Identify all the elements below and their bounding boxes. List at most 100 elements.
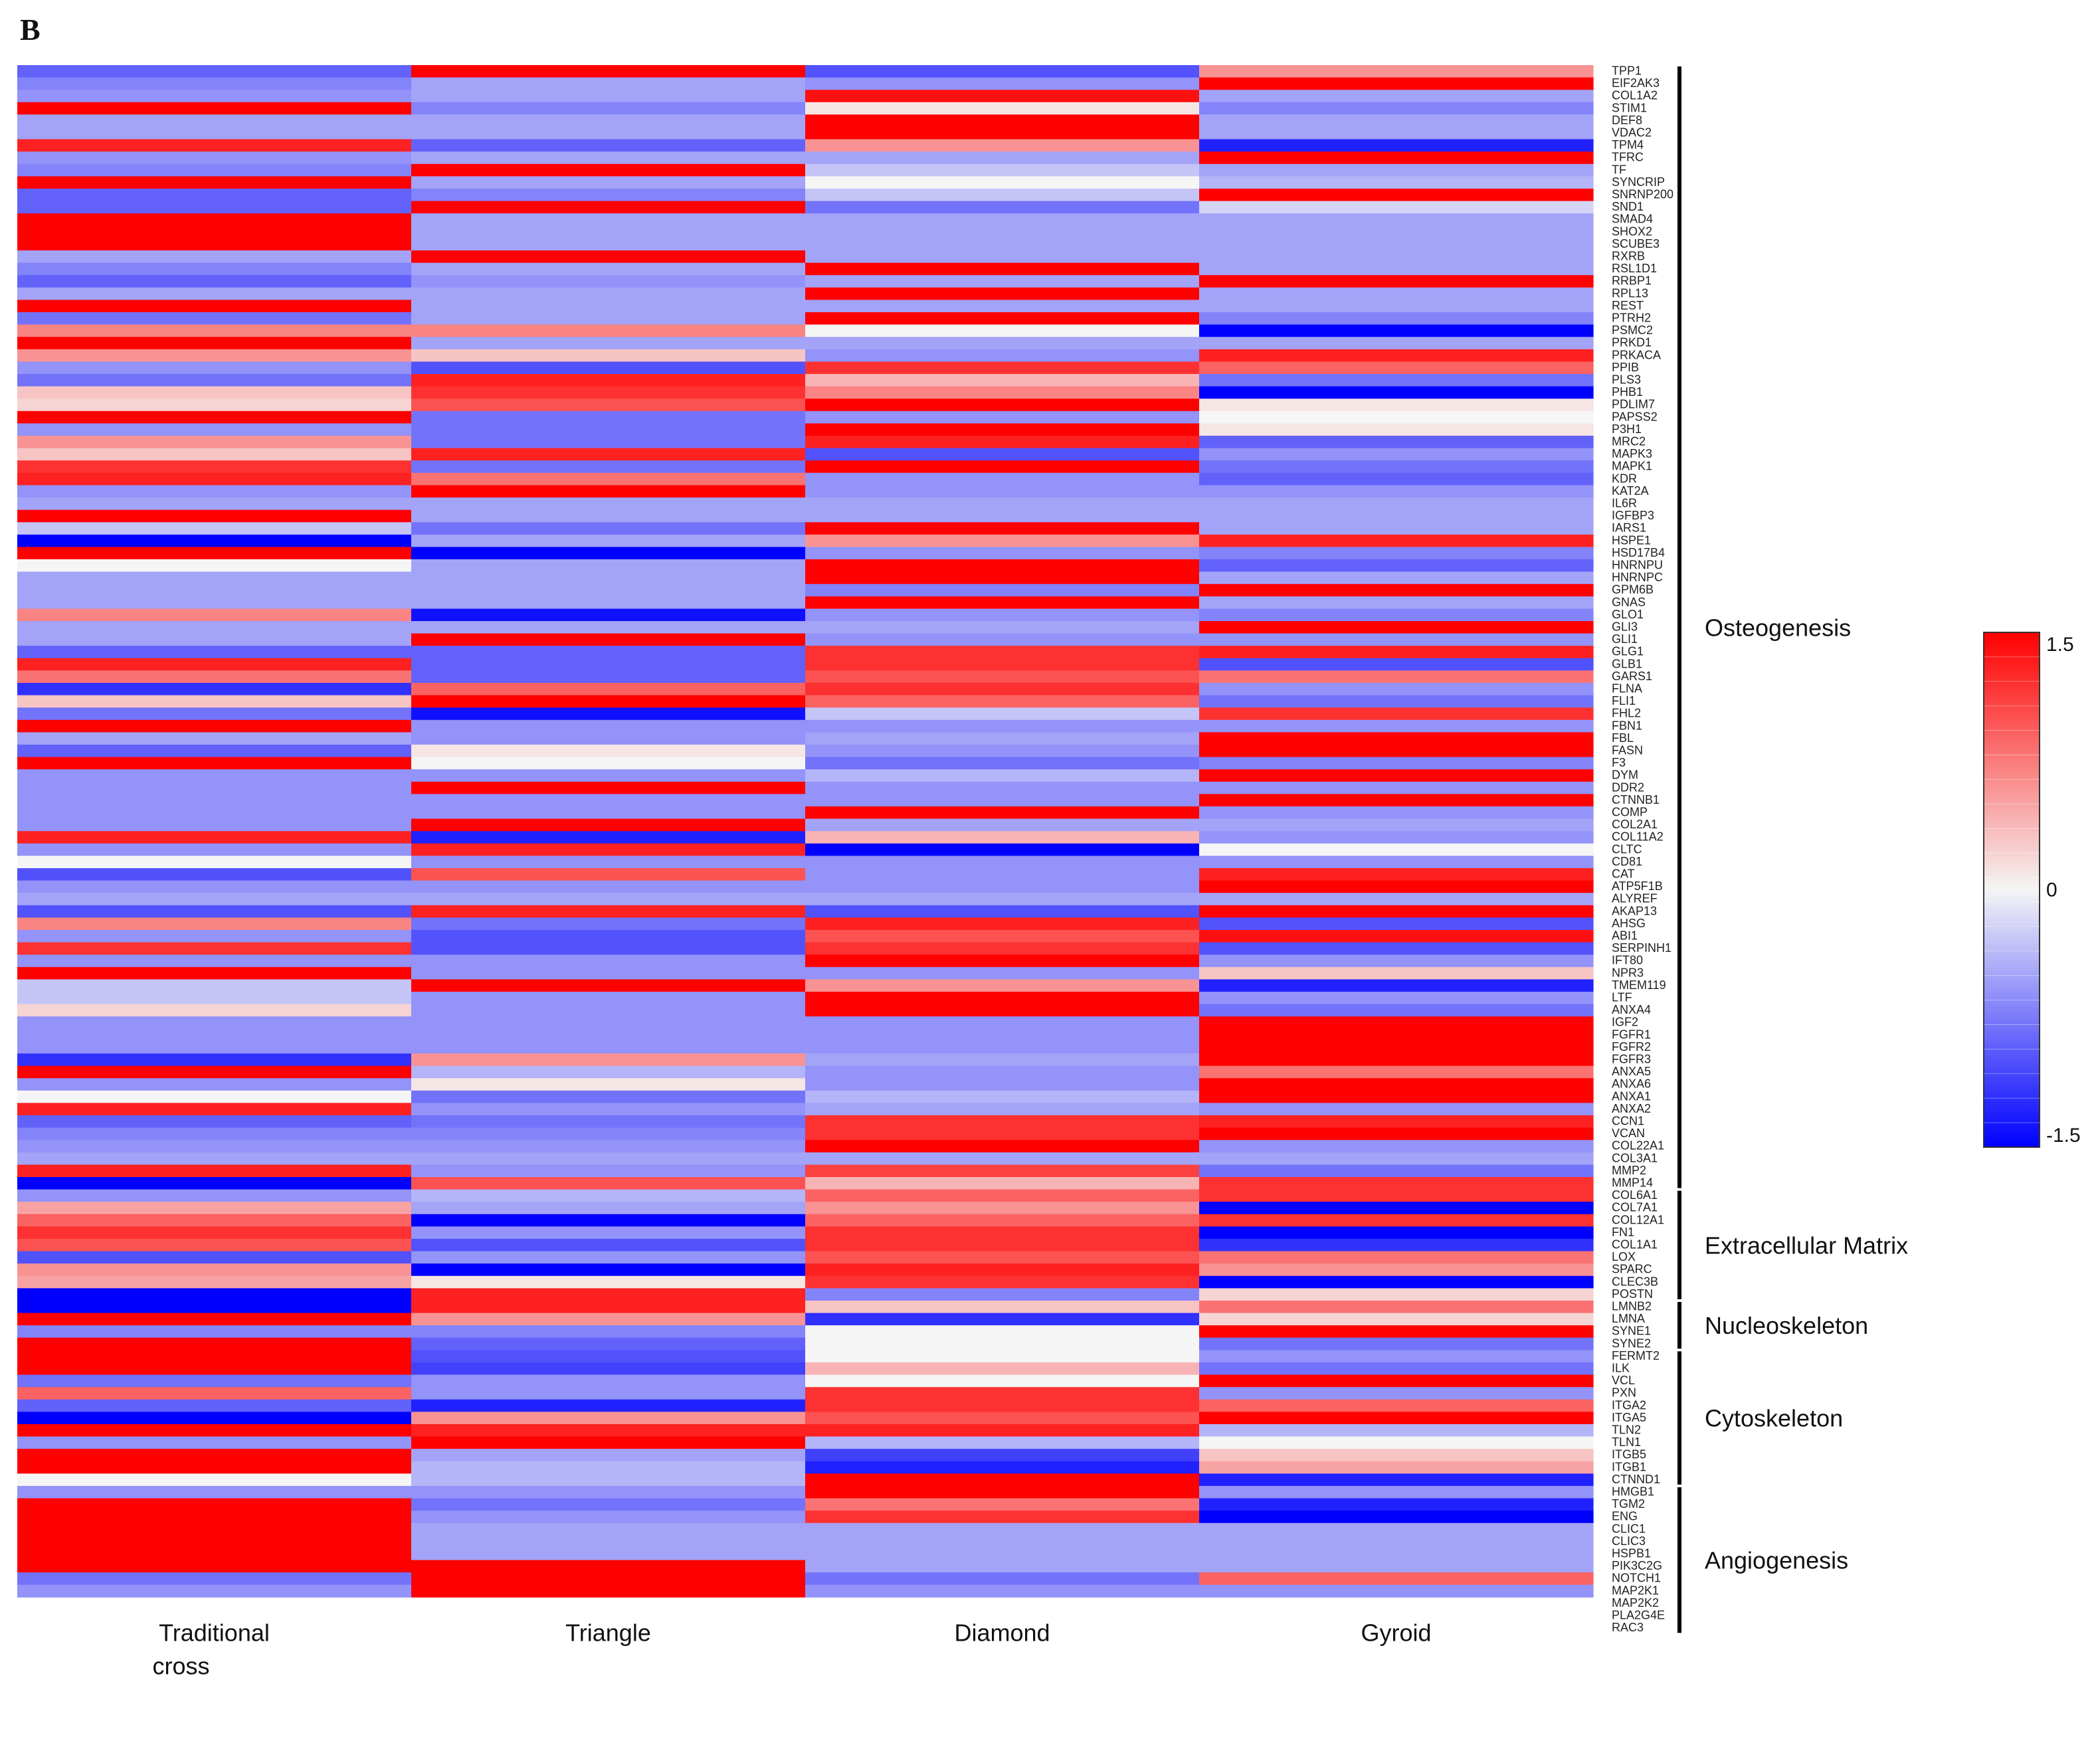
heatmap-cell — [1199, 1510, 1594, 1524]
heatmap-cell — [411, 1016, 806, 1030]
heatmap-cell — [805, 1189, 1200, 1202]
heatmap-cell — [805, 1436, 1200, 1449]
heatmap-cell — [17, 374, 412, 387]
heatmap-cell — [1199, 225, 1594, 238]
heatmap-cell — [1199, 399, 1594, 412]
heatmap-cell — [1199, 608, 1594, 622]
heatmap-cell — [1199, 905, 1594, 918]
heatmap-cell — [17, 955, 412, 968]
heatmap-cell — [1199, 1548, 1594, 1561]
heatmap-cell — [805, 1004, 1200, 1017]
heatmap-cell — [17, 460, 412, 474]
heatmap-cell — [1199, 1535, 1594, 1548]
heatmap-cell — [411, 448, 806, 461]
column-label: Gyroid — [1361, 1619, 1431, 1646]
heatmap-cell — [411, 769, 806, 782]
heatmap-cell — [805, 979, 1200, 992]
heatmap-cell — [411, 1374, 806, 1388]
heatmap-cell — [805, 1053, 1200, 1067]
heatmap-cell — [1199, 1053, 1594, 1067]
heatmap-cell — [17, 90, 412, 103]
color-scale-tick-label: 1.5 — [2046, 634, 2074, 656]
heatmap-cell — [411, 522, 806, 535]
heatmap-cell — [17, 707, 412, 721]
heatmap-cell — [17, 189, 412, 202]
heatmap-cell — [1199, 1486, 1594, 1499]
heatmap-cell — [411, 1189, 806, 1202]
heatmap-cell — [17, 102, 412, 115]
heatmap-cell — [17, 498, 412, 511]
heatmap-cell — [411, 1041, 806, 1054]
heatmap-cell — [17, 806, 412, 820]
gene-label: COL7A1 — [1612, 1201, 1658, 1214]
heatmap-cell — [1199, 1065, 1594, 1079]
heatmap-cell — [805, 856, 1200, 869]
heatmap-cell — [17, 1140, 412, 1153]
heatmap-cell — [17, 1202, 412, 1215]
heatmap-cell — [805, 905, 1200, 918]
gene-label: PDLIM7 — [1612, 398, 1655, 411]
heatmap-cell — [1199, 238, 1594, 251]
heatmap-cell — [17, 213, 412, 227]
heatmap-cell — [411, 930, 806, 943]
heatmap-cell — [411, 1337, 806, 1350]
heatmap-cell — [17, 584, 412, 597]
gene-label: GLG1 — [1612, 645, 1644, 658]
heatmap-cell — [805, 1387, 1200, 1400]
gene-label: LTF — [1612, 991, 1632, 1004]
heatmap-cell — [1199, 275, 1594, 288]
heatmap-cell — [17, 1548, 412, 1561]
gene-label: MMP2 — [1612, 1164, 1646, 1177]
heatmap-cell — [411, 238, 806, 251]
heatmap-cell — [17, 1510, 412, 1524]
gene-label: SYNCRIP — [1612, 175, 1665, 189]
heatmap-cell — [411, 942, 806, 955]
gene-label: MAP2K2 — [1612, 1596, 1659, 1609]
heatmap-cell — [805, 374, 1200, 387]
heatmap-cell — [805, 1473, 1200, 1487]
heatmap-cell — [411, 917, 806, 931]
heatmap-cell — [1199, 856, 1594, 869]
gene-label: CTNNB1 — [1612, 793, 1660, 806]
heatmap-cell — [411, 1313, 806, 1326]
heatmap-cell — [805, 337, 1200, 350]
heatmap-cell — [1199, 1177, 1594, 1190]
heatmap-cell — [411, 114, 806, 128]
heatmap-cell — [17, 1337, 412, 1350]
heatmap-cell — [17, 1177, 412, 1190]
heatmap-cell — [411, 151, 806, 165]
gene-label: CTNND1 — [1612, 1473, 1660, 1486]
heatmap-cell — [805, 1486, 1200, 1499]
heatmap-cell — [1199, 1090, 1594, 1103]
heatmap-cell — [1199, 1041, 1594, 1054]
heatmap-cell — [805, 1548, 1200, 1561]
heatmap-cell — [17, 324, 412, 337]
heatmap-cell — [805, 670, 1200, 684]
heatmap-cell — [1199, 658, 1594, 671]
heatmap-cell — [1199, 250, 1594, 264]
heatmap-cell — [411, 1473, 806, 1487]
heatmap-cell — [411, 1301, 806, 1314]
heatmap-cell — [17, 893, 412, 906]
heatmap-cell — [411, 781, 806, 794]
heatmap-cell — [411, 966, 806, 980]
heatmap-cell — [805, 1115, 1200, 1129]
heatmap-cell — [411, 275, 806, 288]
heatmap-cell — [17, 695, 412, 708]
heatmap-cell — [411, 1103, 806, 1116]
heatmap-cell — [411, 658, 806, 671]
heatmap-cell — [411, 65, 806, 78]
heatmap-cell — [1199, 1275, 1594, 1289]
heatmap-cell — [805, 1374, 1200, 1388]
gene-label: LMNA — [1612, 1312, 1645, 1325]
color-scale-bar — [1983, 632, 2040, 1148]
heatmap-cell — [805, 1313, 1200, 1326]
gene-label: FBL — [1612, 731, 1634, 745]
gene-label: GNAS — [1612, 595, 1646, 608]
heatmap-cell — [1199, 1584, 1594, 1598]
heatmap-cell — [17, 1424, 412, 1437]
heatmap-cell — [17, 1399, 412, 1412]
heatmap-cell — [17, 880, 412, 893]
heatmap-cell — [805, 745, 1200, 758]
heatmap-cell — [805, 942, 1200, 955]
